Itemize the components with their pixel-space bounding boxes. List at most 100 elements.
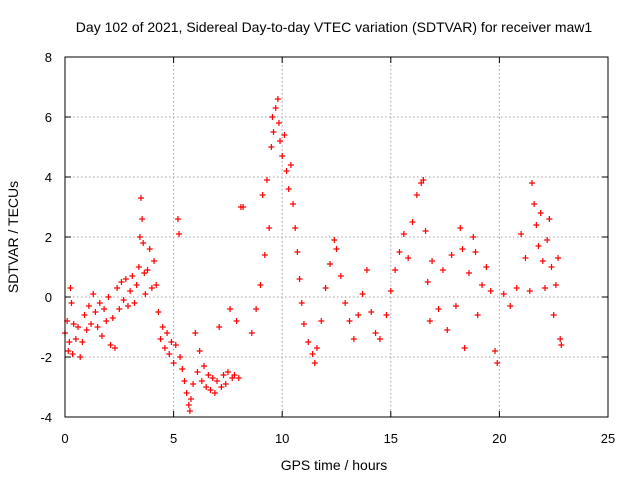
y-tick-label: -2 [40,350,52,365]
x-tick-label: 5 [170,431,177,446]
data-point [368,309,375,315]
data-point [461,345,468,351]
data-point [207,387,214,393]
y-tick-label: 2 [45,230,52,245]
data-point [294,249,301,255]
data-point [322,285,329,291]
data-point [279,153,286,159]
data-point [174,216,181,222]
data-point [235,375,242,381]
data-point [275,120,282,126]
data-point [435,306,442,312]
data-point [138,195,145,201]
data-point [372,330,379,336]
data-point [494,360,501,366]
data-point [558,342,565,348]
data-point [383,312,390,318]
data-point [190,381,197,387]
grid-lines [65,57,608,417]
data-point [116,306,123,312]
data-point [300,321,307,327]
data-point [555,255,562,261]
data-point [205,372,212,378]
data-point [387,288,394,294]
data-point [459,246,466,252]
data-point [452,303,459,309]
x-tick-label: 15 [384,431,398,446]
data-point [483,264,490,270]
data-point [533,222,540,228]
data-point [216,324,223,330]
data-point [153,282,160,288]
data-point [77,354,84,360]
data-point [101,306,108,312]
data-point [186,408,193,414]
data-point [187,396,194,402]
data-point [79,339,86,345]
y-tick-label: 0 [45,290,52,305]
data-point [103,318,110,324]
data-point [342,300,349,306]
data-point [263,177,270,183]
data-point [311,360,318,366]
data-point [194,369,201,375]
data-point [355,312,362,318]
y-tick-label: 4 [45,170,52,185]
data-point [253,306,260,312]
y-tick-label: 8 [45,50,52,65]
data-point [90,291,97,297]
data-point [487,288,494,294]
data-point [88,321,95,327]
data-point [272,105,279,111]
data-point [492,348,499,354]
data-point [196,348,203,354]
data-point [203,384,210,390]
chart-title: Day 102 of 2021, Sidereal Day-to-day VTE… [76,19,593,35]
data-point [166,351,173,357]
data-point [528,180,535,186]
data-point [507,303,514,309]
data-point [350,336,357,342]
data-point [287,162,294,168]
data-point [346,318,353,324]
data-point [211,390,218,396]
data-point [170,360,177,366]
data-point [222,381,229,387]
data-point [69,351,76,357]
data-point [268,144,275,150]
data-point [526,288,533,294]
data-point [183,390,190,396]
data-point [363,267,370,273]
data-point [309,351,316,357]
x-tick-label: 0 [61,431,68,446]
data-point [133,282,140,288]
data-point [68,300,75,306]
data-point [240,204,247,210]
data-point [198,378,205,384]
data-point [331,237,338,243]
data-point [67,285,74,291]
data-point [105,294,112,300]
y-tick-label: 6 [45,110,52,125]
data-point [285,186,292,192]
data-point [109,315,116,321]
data-point [444,327,451,333]
data-point [72,336,79,342]
data-point [500,291,507,297]
data-point [129,273,136,279]
data-point [92,309,99,315]
data-point [537,210,544,216]
data-point [326,261,333,267]
data-point [127,288,134,294]
data-point [550,312,557,318]
data-point [146,246,153,252]
x-tick-label: 25 [601,431,615,446]
data-point [277,138,284,144]
data-point [281,132,288,138]
data-point [290,201,297,207]
data-point [176,231,183,237]
data-point [376,336,383,342]
data-point [214,378,221,384]
data-point [140,240,147,246]
